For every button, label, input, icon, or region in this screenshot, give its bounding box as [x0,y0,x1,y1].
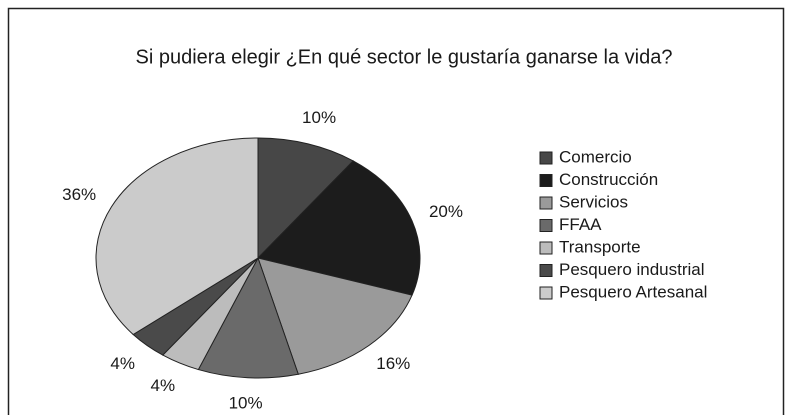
data-label: 4% [150,376,175,395]
legend-label: Comercio [559,147,632,166]
data-label: 4% [110,354,135,373]
pie-slice [257,137,355,260]
legend-swatch [539,174,553,187]
pie-slice [257,160,421,296]
legend-swatch [539,286,553,300]
pie-slice [197,256,299,379]
legend-label: Servicios [559,192,628,211]
pie-slice [257,257,413,375]
chart-title: Si pudiera elegir ¿En qué sector le gust… [136,46,673,68]
legend-label: Construcción [559,170,658,189]
data-label: 10% [302,108,336,127]
legend-swatch [539,264,553,277]
legend-swatch [539,219,553,232]
legend-label: Pesquero Artesanal [559,282,707,301]
legend-swatch [539,151,553,165]
data-label: 10% [229,394,263,413]
legend-swatch [539,196,553,210]
legend-label: Pesquero industrial [559,260,705,279]
pie-slice [95,137,259,336]
data-label: 36% [62,185,96,204]
legend-swatch [539,241,553,255]
data-label: 16% [376,354,410,373]
legend-label: Transporte [559,237,641,256]
data-label: 20% [429,202,463,221]
legend-label: FFAA [559,215,602,234]
